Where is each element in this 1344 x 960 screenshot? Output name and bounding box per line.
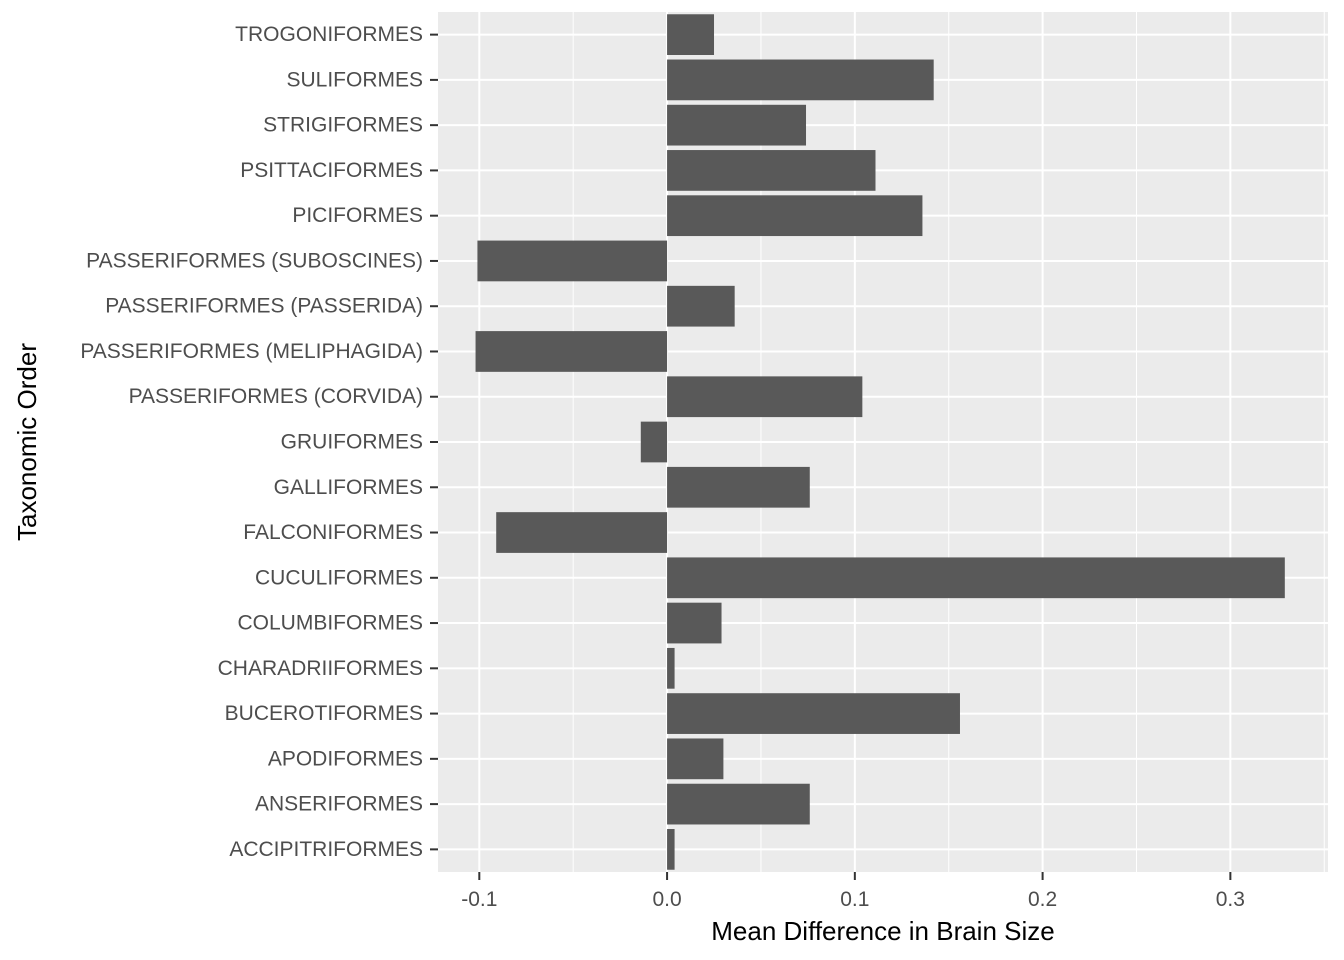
y-tick-label: COLUMBIFORMES xyxy=(237,612,423,635)
bar xyxy=(667,104,807,146)
bar xyxy=(667,829,675,870)
bars xyxy=(475,14,1285,870)
bar xyxy=(667,466,810,508)
y-tick-label: ACCIPITRIFORMES xyxy=(229,838,423,861)
bar xyxy=(667,647,675,689)
bar xyxy=(667,557,1285,599)
y-tick-label: BUCEROTIFORMES xyxy=(225,702,423,725)
x-axis-title: Mean Difference in Brain Size xyxy=(711,916,1054,946)
bar xyxy=(667,783,810,825)
y-axis-title: Taxonomic Order xyxy=(12,343,42,541)
bar xyxy=(667,150,876,191)
bar xyxy=(667,195,923,237)
y-tick-label: PASSERIFORMES (PASSERIDA) xyxy=(105,295,423,318)
y-tick-label: GALLIFORMES xyxy=(274,476,423,499)
y-tick-label: PASSERIFORMES (MELIPHAGIDA) xyxy=(80,340,423,363)
y-tick-label: APODIFORMES xyxy=(268,747,423,770)
y-tick-label: PSITTACIFORMES xyxy=(240,159,423,182)
bar xyxy=(667,602,722,644)
x-tick-label: -0.1 xyxy=(461,888,497,911)
x-axis: -0.1 0.0 0.1 0.2 0.3 xyxy=(461,872,1245,911)
bar xyxy=(667,693,960,734)
y-tick-label: SULIFORMES xyxy=(286,68,423,91)
x-tick-label: 0.0 xyxy=(652,888,681,911)
bar xyxy=(640,421,668,463)
y-tick-label: GRUIFORMES xyxy=(281,431,423,454)
x-tick-label: 0.2 xyxy=(1028,888,1057,911)
y-axis: ACCIPITRIFORMES ANSERIFORMES APODIFORMES BU… xyxy=(80,23,438,861)
bar xyxy=(477,240,668,282)
bar xyxy=(667,738,724,780)
y-tick-label: FALCONIFORMES xyxy=(243,521,423,544)
y-tick-label: CHARADRIIFORMES xyxy=(218,657,423,680)
bar xyxy=(667,59,934,101)
y-tick-label: TROGONIFORMES xyxy=(235,23,423,46)
bar xyxy=(667,14,715,56)
x-tick-label: 0.3 xyxy=(1216,888,1245,911)
y-tick-label: CUCULIFORMES xyxy=(255,566,423,589)
bar xyxy=(496,512,668,553)
bar xyxy=(667,376,863,418)
y-tick-label: STRIGIFORMES xyxy=(263,114,423,137)
y-tick-label: PASSERIFORMES (CORVIDA) xyxy=(129,385,423,408)
x-tick-label: 0.1 xyxy=(840,888,869,911)
y-tick-label: PASSERIFORMES (SUBOSCINES) xyxy=(86,249,423,272)
bar xyxy=(667,285,735,327)
y-tick-label: PICIFORMES xyxy=(292,204,423,227)
y-tick-label: ANSERIFORMES xyxy=(255,793,423,816)
bar xyxy=(475,331,668,372)
